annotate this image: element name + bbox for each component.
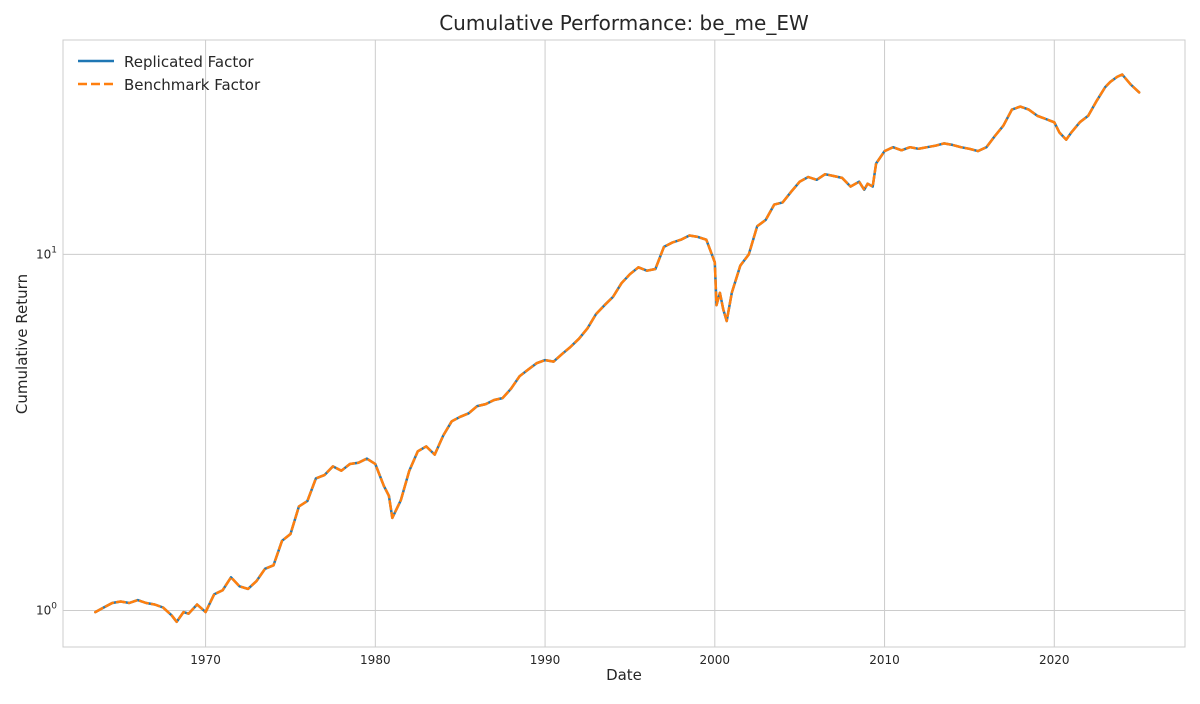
plot-frame <box>62 39 1186 648</box>
y-tick-label: 100 <box>36 602 57 618</box>
y-axis-label: Cumulative Return <box>13 274 31 414</box>
y-tick-base: 10 <box>36 604 51 618</box>
chart-title: Cumulative Performance: be_me_EW <box>439 11 809 35</box>
series-lines <box>94 73 1141 624</box>
x-tick-label: 1980 <box>360 653 391 667</box>
y-tick-exponent: 0 <box>51 602 57 612</box>
series-line-benchmark <box>94 73 1141 624</box>
y-tick-exponent: 1 <box>51 245 57 255</box>
y-tick-label: 101 <box>36 245 57 261</box>
legend-label-replicated: Replicated Factor <box>124 53 254 71</box>
x-tick-label: 2020 <box>1039 653 1070 667</box>
grid <box>63 40 1185 647</box>
x-tick-label: 2010 <box>869 653 900 667</box>
legend-label-benchmark: Benchmark Factor <box>124 76 261 94</box>
y-tick-base: 10 <box>36 247 51 261</box>
x-tick-label: 1990 <box>530 653 561 667</box>
legend: Replicated Factor Benchmark Factor <box>78 53 261 94</box>
x-axis-label: Date <box>606 666 642 684</box>
x-tick-label: 2000 <box>700 653 731 667</box>
x-tick-label: 1970 <box>190 653 221 667</box>
